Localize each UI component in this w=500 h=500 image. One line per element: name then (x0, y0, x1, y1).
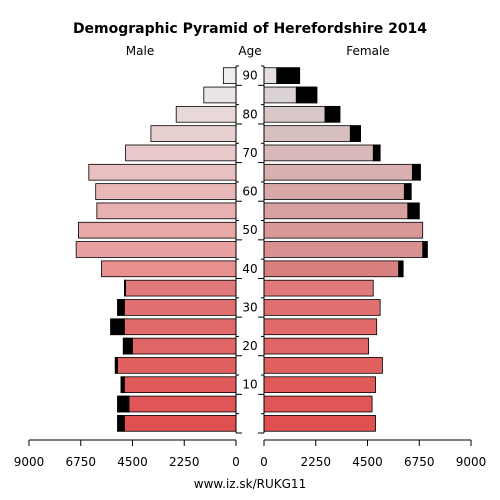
male-bar-80-84 (175, 105, 237, 123)
age-tick-label: 20 (242, 339, 257, 353)
source-footer: www.iz.sk/RUKG11 (194, 477, 306, 491)
female-excess-bar-40-44 (398, 260, 404, 278)
male-excess-bar-35-39 (124, 279, 126, 297)
male-bar-30-34 (117, 299, 237, 316)
male-bar-20-24 (122, 337, 237, 355)
age-tick-label: 50 (242, 223, 257, 237)
age-tick-label: 90 (242, 69, 257, 83)
age-tick-label: 80 (242, 107, 257, 121)
female-x-tick-label: 6750 (404, 455, 435, 469)
female-bar-40-44 (263, 260, 404, 278)
male-excess-bar-5-9 (117, 395, 130, 413)
male-bar-5-9 (117, 395, 237, 413)
female-bar-10-14 (263, 376, 376, 394)
female-excess-bar-60-64 (403, 183, 412, 200)
female-bar-35-39 (263, 279, 374, 297)
male-x-tick-label: 2250 (169, 455, 200, 469)
male-bar-75-79 (150, 125, 237, 142)
age-tick-label: 30 (242, 300, 257, 314)
female-excess-bar-80-84 (324, 105, 341, 123)
female-bar-50-54 (263, 221, 424, 239)
male-excess-bar-20-24 (122, 337, 133, 355)
bars-group (75, 67, 428, 432)
female-excess-bar-55-59 (407, 202, 420, 220)
female-bar-75-79 (263, 125, 361, 142)
male-bar-25-29 (110, 318, 237, 336)
axes-group: 10 20 30 40 50 60 70 80 90 9000 6750 4500 2250 0 0 2250… (14, 65, 487, 469)
female-bar-5-9 (263, 395, 373, 413)
age-tick-label: 10 (242, 378, 257, 392)
chart-title: Demographic Pyramid of Herefordshire 201… (73, 21, 427, 37)
male-bar-90+ (222, 67, 237, 84)
female-excess-bar-65-69 (411, 163, 421, 181)
male-bar-60-64 (95, 183, 237, 200)
male-bar-10-14 (120, 376, 237, 394)
female-label: Female (346, 44, 389, 58)
male-bar-35-39 (124, 279, 237, 297)
male-label: Male (126, 44, 154, 58)
female-x-tick-label: 0 (260, 455, 268, 469)
female-bar-65-69 (263, 163, 421, 181)
female-bar-20-24 (263, 337, 370, 355)
female-excess-bar-85-89 (295, 86, 318, 104)
female-bar-45-49 (263, 241, 428, 258)
female-excess-bar-70-74 (372, 144, 381, 162)
female-excess-bar-75-79 (349, 125, 362, 142)
male-x-tick-label: 0 (232, 455, 240, 469)
age-label: Age (238, 44, 261, 58)
male-excess-bar-25-29 (110, 318, 125, 336)
male-bar-50-54 (78, 221, 237, 239)
female-bar-25-29 (263, 318, 378, 336)
age-tick-label: 70 (242, 146, 257, 160)
female-bar-30-34 (263, 299, 381, 316)
male-bar-85-89 (203, 86, 237, 104)
male-excess-bar-30-34 (117, 299, 125, 316)
female-x-tick-label: 9000 (456, 455, 487, 469)
female-bar-60-64 (263, 183, 412, 200)
female-bar-0-4 (263, 415, 376, 432)
male-bar-70-74 (125, 144, 237, 162)
male-bar-0-4 (117, 415, 237, 432)
male-x-tick-label: 4500 (117, 455, 148, 469)
male-bar-45-49 (75, 241, 237, 258)
male-excess-bar-10-14 (120, 376, 125, 394)
male-x-tick-label: 6750 (65, 455, 96, 469)
male-excess-bar-0-4 (117, 415, 125, 432)
male-bar-15-19 (114, 357, 237, 374)
male-x-tick-label: 9000 (14, 455, 45, 469)
male-excess-bar-15-19 (114, 357, 118, 374)
male-bar-55-59 (96, 202, 237, 220)
female-excess-bar-45-49 (422, 241, 428, 258)
age-tick-label: 60 (242, 185, 257, 199)
male-bar-40-44 (101, 260, 237, 278)
female-x-tick-label: 2250 (300, 455, 331, 469)
female-bar-70-74 (263, 144, 381, 162)
age-tick-label: 40 (242, 262, 257, 276)
female-bar-15-19 (263, 357, 383, 374)
female-bar-55-59 (263, 202, 420, 220)
male-bar-65-69 (88, 163, 237, 181)
female-x-tick-label: 4500 (352, 455, 383, 469)
female-excess-bar-90+ (276, 67, 301, 84)
